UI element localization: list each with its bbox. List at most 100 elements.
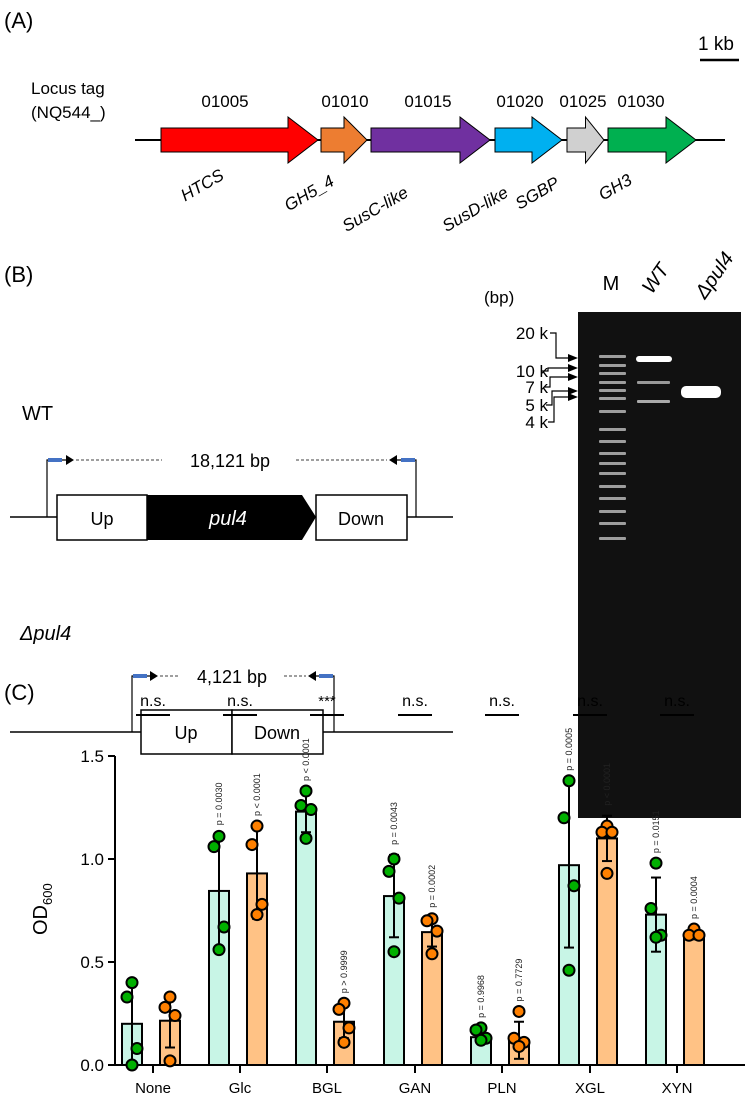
locus-tag: 01030 bbox=[617, 92, 664, 111]
pul4-label: pul4 bbox=[208, 508, 247, 530]
y-tick-label: 1.5 bbox=[80, 747, 104, 766]
gel-marker-label: 7 k bbox=[525, 378, 548, 397]
p-value-label: p = 0.0004 bbox=[689, 876, 699, 919]
gel-marker-label: 20 k bbox=[516, 324, 549, 343]
data-point bbox=[299, 784, 313, 798]
data-point bbox=[120, 990, 134, 1004]
x-tick-label: GAN bbox=[399, 1080, 432, 1097]
x-tick-label: XYN bbox=[662, 1080, 693, 1097]
locus-tag: 01025 bbox=[559, 92, 606, 111]
data-point bbox=[600, 866, 614, 880]
significance-label: n.s. bbox=[140, 693, 166, 710]
locus-tag: 01005 bbox=[201, 92, 248, 111]
data-point bbox=[567, 879, 581, 893]
p-value-label: p = 0.0043 bbox=[389, 802, 399, 845]
wt-forward-primer-tag bbox=[48, 458, 62, 462]
arrow-icon bbox=[568, 364, 578, 372]
ladder-band bbox=[599, 472, 626, 475]
ko-title: Δpul4 bbox=[19, 623, 71, 645]
data-point bbox=[250, 908, 264, 922]
data-point bbox=[425, 947, 439, 961]
scale-bar-label: 1 kb bbox=[698, 34, 734, 55]
p-value-label: p < 0.0001 bbox=[602, 763, 612, 806]
y-tick-label: 0.0 bbox=[80, 1056, 104, 1075]
arrow-icon bbox=[568, 387, 578, 395]
pul4-gene-arrow bbox=[147, 495, 316, 540]
gel-marker-leader bbox=[542, 367, 570, 372]
gene-name: GH5_4 bbox=[281, 172, 337, 215]
p-value-label: p = 0.0005 bbox=[564, 728, 574, 771]
data-point bbox=[692, 928, 706, 942]
gene-arrow-susc-like bbox=[370, 115, 491, 165]
gene-name: GH3 bbox=[595, 170, 635, 204]
gel-lane-m: M bbox=[603, 273, 620, 295]
gene-arrow-susd-like bbox=[494, 115, 563, 165]
data-point bbox=[469, 1023, 483, 1037]
data-point bbox=[245, 838, 259, 852]
panel-c-label: (C) bbox=[4, 680, 35, 705]
gel-marker-leader bbox=[548, 396, 570, 423]
gel-marker-label: 5 k bbox=[525, 396, 548, 415]
significance-label: n.s. bbox=[227, 693, 253, 710]
data-point bbox=[255, 897, 269, 911]
gene-name: SusD-like bbox=[439, 183, 512, 236]
data-point bbox=[332, 1002, 346, 1016]
gel-unit-label: (bp) bbox=[484, 288, 514, 307]
significance-label: n.s. bbox=[402, 693, 428, 710]
data-point bbox=[163, 1054, 177, 1068]
data-point bbox=[474, 1033, 488, 1047]
gel-marker-leader bbox=[546, 390, 570, 406]
data-point bbox=[382, 864, 396, 878]
data-point bbox=[562, 774, 576, 788]
p-value-label: p = 0.0030 bbox=[214, 783, 224, 826]
ko-reverse-primer-tag bbox=[319, 674, 333, 678]
gene-arrow-gh5_4 bbox=[320, 115, 368, 165]
forward-arrow-icon bbox=[66, 455, 74, 465]
data-point bbox=[125, 976, 139, 990]
p-value-label: p = 0.7729 bbox=[514, 959, 524, 1002]
p-value-label: p < 0.0001 bbox=[301, 738, 311, 781]
gene-name: HTCS bbox=[177, 165, 227, 205]
ko-band bbox=[681, 386, 721, 398]
data-point bbox=[250, 819, 264, 833]
data-point bbox=[562, 963, 576, 977]
data-point bbox=[304, 803, 318, 817]
data-point bbox=[649, 930, 663, 944]
wt-band bbox=[637, 400, 670, 403]
significance-label: n.s. bbox=[489, 693, 515, 710]
wt-band bbox=[636, 356, 672, 362]
bar-pul4-xyn bbox=[683, 934, 705, 1066]
data-point bbox=[512, 1039, 526, 1053]
locus-prefix: (NQ544_) bbox=[31, 103, 106, 122]
arrow-icon bbox=[568, 373, 578, 381]
data-point bbox=[387, 852, 401, 866]
bar-wt-bgl bbox=[295, 810, 317, 1066]
data-point bbox=[512, 1004, 526, 1018]
ladder-band bbox=[599, 510, 626, 513]
data-point bbox=[387, 945, 401, 959]
p-value-label: p = 0.0151 bbox=[651, 810, 661, 853]
data-point bbox=[212, 829, 226, 843]
data-point bbox=[342, 1021, 356, 1035]
data-point bbox=[130, 1042, 144, 1056]
ladder-band bbox=[599, 428, 626, 431]
significance-label: n.s. bbox=[664, 693, 690, 710]
data-point bbox=[392, 891, 406, 905]
y-axis-label-subscript: 600 bbox=[40, 883, 55, 905]
data-point bbox=[605, 825, 619, 839]
p-value-label: p < 0.0001 bbox=[252, 773, 262, 816]
wt-up-label: Up bbox=[90, 509, 113, 529]
data-point bbox=[158, 1000, 172, 1014]
ladder-band bbox=[599, 452, 626, 455]
y-tick-label: 1.0 bbox=[80, 850, 104, 869]
data-point bbox=[337, 1035, 351, 1049]
p-value-label: p > 0.9999 bbox=[339, 950, 349, 993]
gel-marker-leader bbox=[544, 376, 570, 388]
data-point bbox=[168, 1009, 182, 1023]
ko-down-label: Down bbox=[254, 723, 300, 743]
data-point bbox=[217, 920, 231, 934]
ladder-band bbox=[599, 497, 626, 500]
data-point bbox=[420, 914, 434, 928]
gene-arrow-sgbp bbox=[566, 115, 605, 165]
